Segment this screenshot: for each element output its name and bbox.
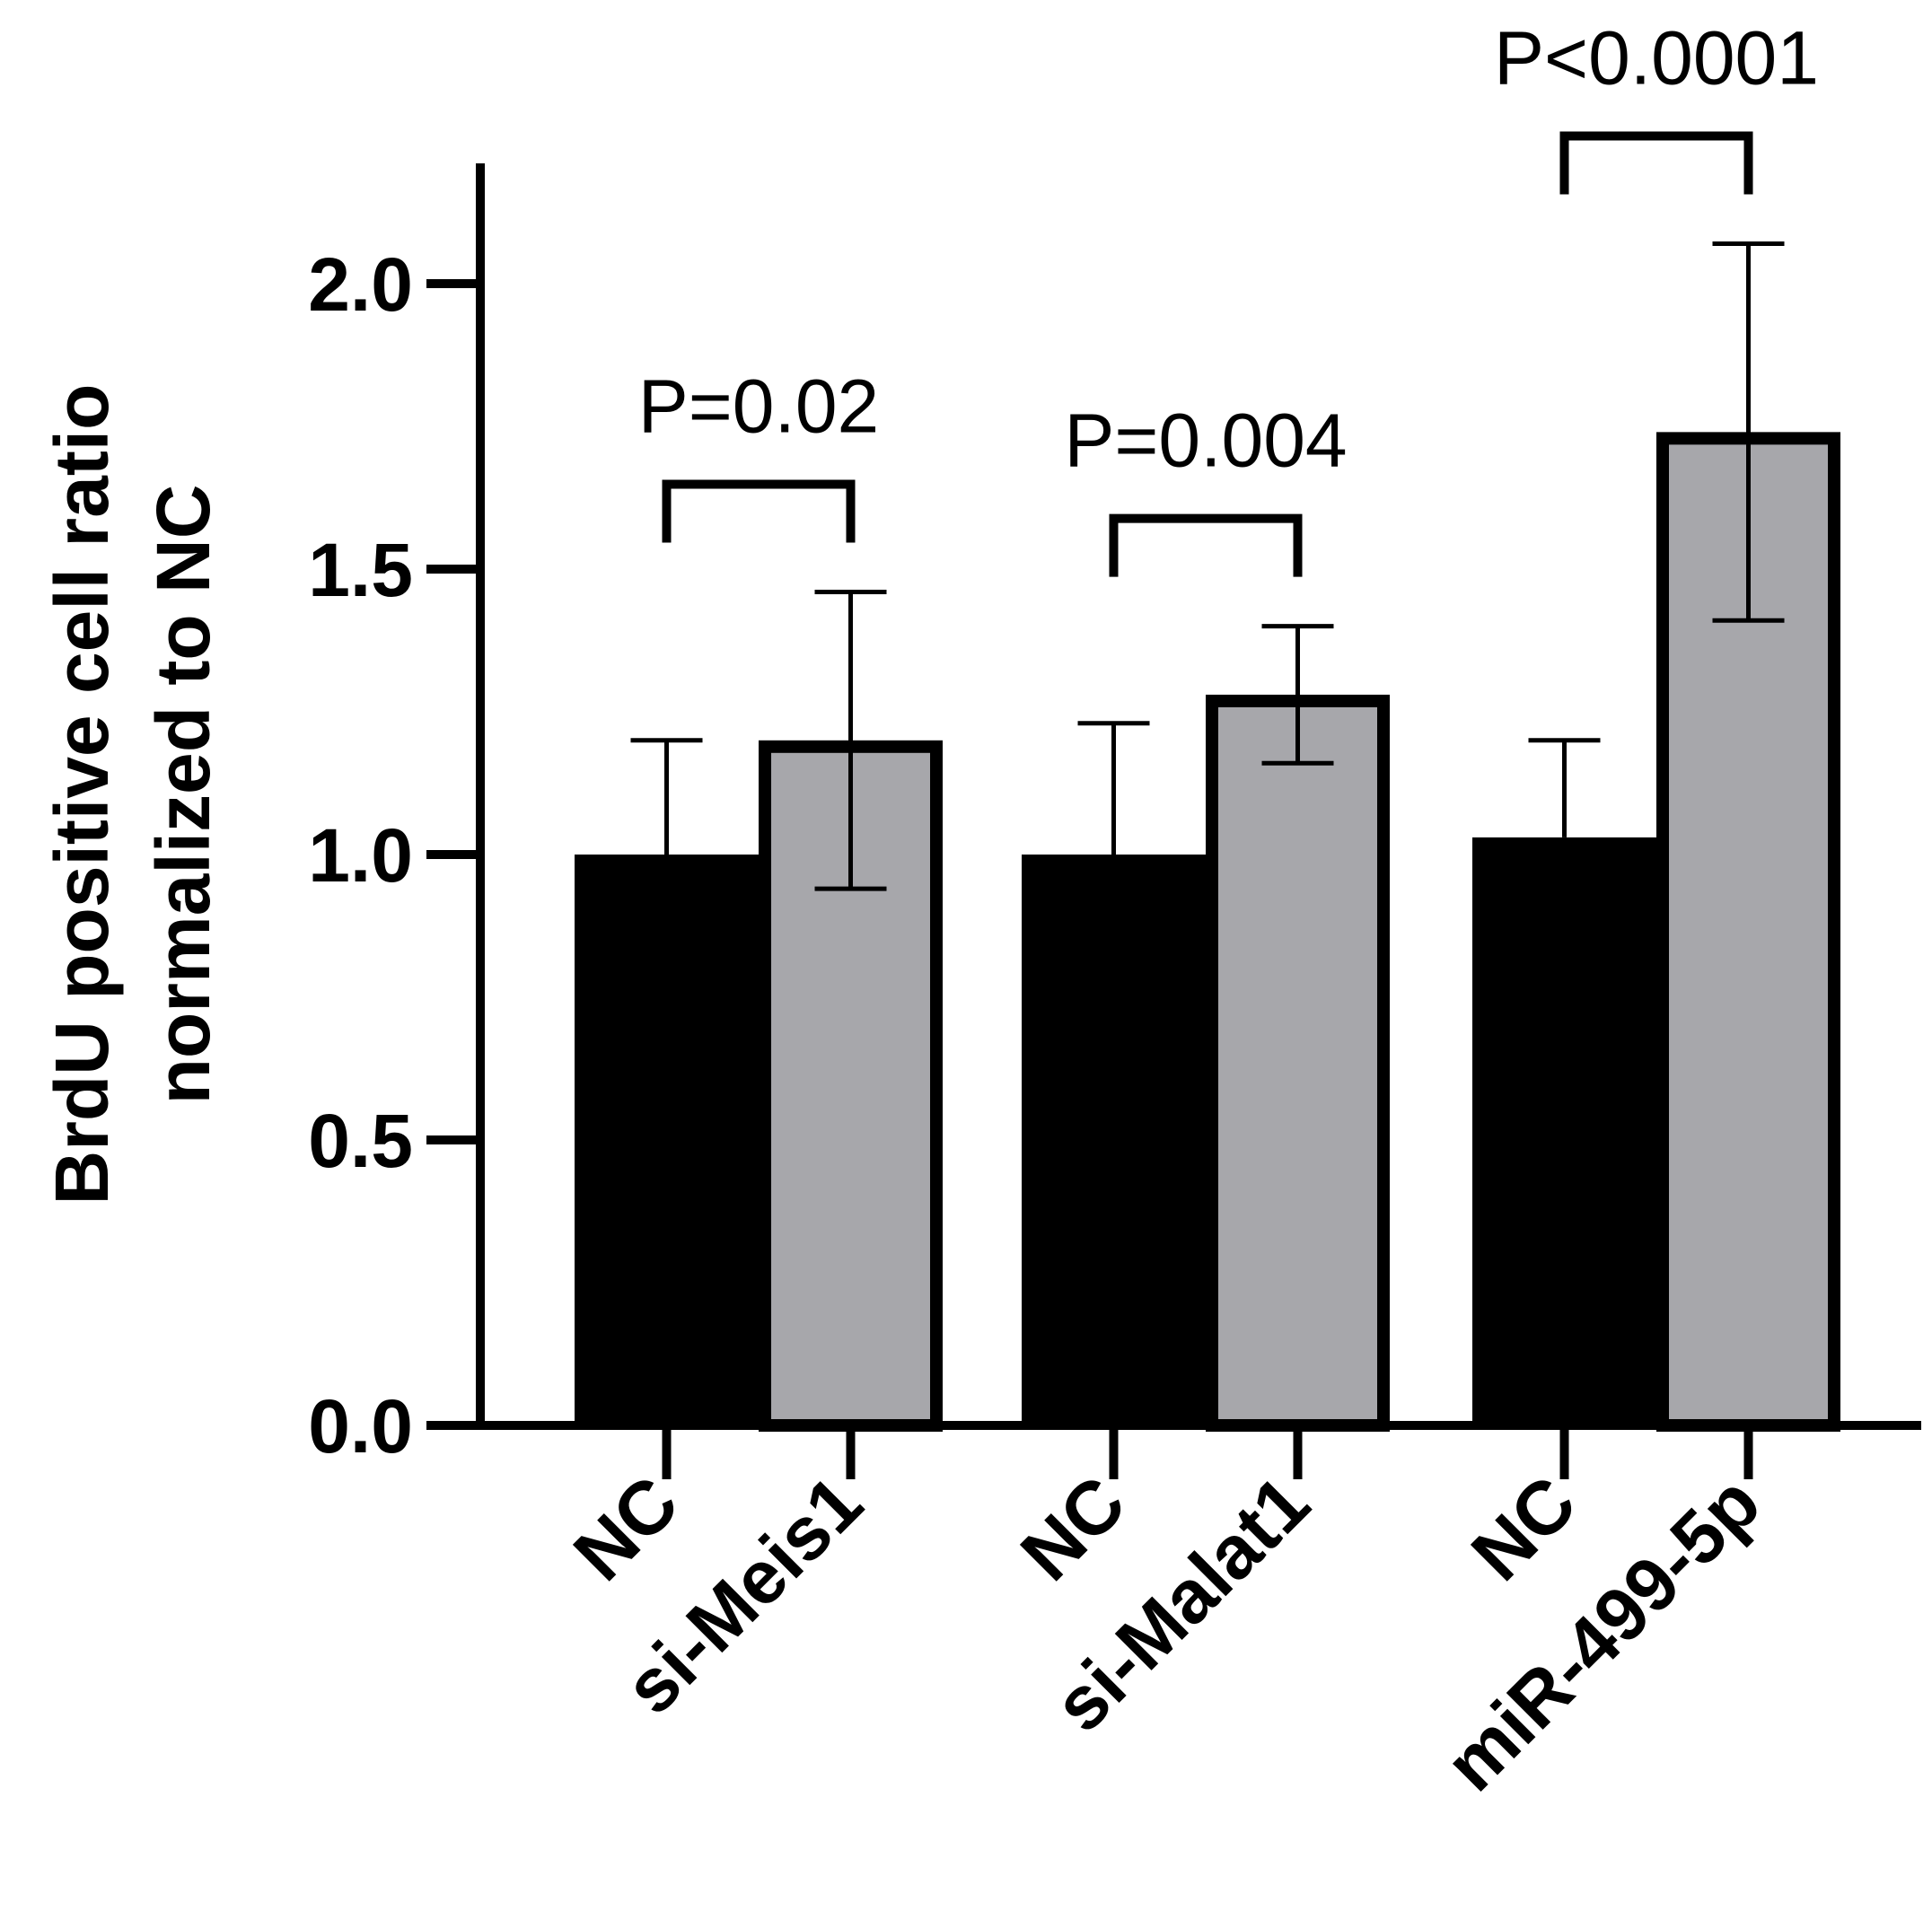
y-ticks: 0.0 0.5 1.0 1.5 2.0 <box>308 242 480 1468</box>
p-value-label: P=0.02 <box>638 364 880 448</box>
error-bars-layer <box>630 241 1785 891</box>
bar <box>1472 837 1656 1425</box>
y-axis-label-line-2: normalized to NC <box>141 485 225 1105</box>
significance-bracket <box>662 479 856 543</box>
x-category-label: NC <box>1005 1460 1141 1596</box>
axes-layer <box>426 163 1921 1430</box>
significance-bracket <box>1559 131 1753 195</box>
y-tick-label: 2.0 <box>308 242 413 327</box>
x-category-label: NC <box>1455 1460 1592 1596</box>
bar <box>575 855 759 1425</box>
significance-brackets: P=0.02 P=0.004 P<0.0001 <box>638 15 1819 577</box>
y-tick-label: 1.5 <box>308 528 413 612</box>
p-value-label: P<0.0001 <box>1494 15 1819 100</box>
bar <box>1022 855 1206 1425</box>
p-value-label: P=0.004 <box>1064 399 1347 483</box>
bar <box>1206 694 1390 1432</box>
y-axis-label-line-1: BrdU positive cell ratio <box>40 384 124 1205</box>
bars-layer <box>575 432 1840 1432</box>
significance-bracket <box>1109 513 1303 577</box>
y-tick-label: 0.5 <box>308 1099 413 1183</box>
x-category-label: NC <box>558 1460 694 1596</box>
y-tick-label: 0.0 <box>308 1384 413 1468</box>
y-tick-label: 1.0 <box>308 813 413 898</box>
